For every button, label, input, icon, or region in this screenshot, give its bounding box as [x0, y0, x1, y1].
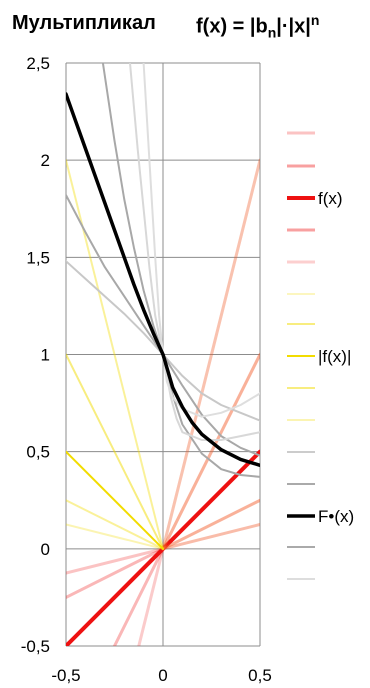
y-tick-label: 2 [41, 151, 50, 170]
series-line-13 [66, 523, 164, 550]
legend-label: f(x) [318, 189, 343, 208]
y-tick-label: -0,5 [21, 637, 50, 656]
formula-part-1: f(x) = |b [196, 15, 268, 38]
formula-subscript: n [267, 24, 277, 41]
data-series [66, 63, 260, 646]
formula-superscript: n [310, 12, 320, 28]
series-line-10 [66, 353, 164, 550]
x-tick-label: 0 [158, 666, 167, 685]
x-tick-label: 0,5 [248, 666, 272, 685]
series-|f(x)| [66, 450, 164, 550]
series-line-5 [161, 498, 260, 551]
series-line-8 [161, 158, 260, 551]
series-line-18 [142, 63, 260, 418]
y-tick-label: 1 [41, 346, 50, 365]
y-tick-labels: -0,5 0 0,5 1 1,5 2 2,5 [21, 54, 50, 656]
chart-title: Мультипликал f(x) = |bn|·|x|n [0, 12, 370, 50]
series-F•(x) [66, 92, 260, 468]
series-line-16 [101, 63, 260, 478]
y-tick-label: 0 [41, 540, 50, 559]
y-tick-label: 0,5 [26, 443, 50, 462]
x-tick-label: -0,5 [51, 666, 80, 685]
legend-label: |f(x)| [318, 347, 351, 366]
chart-title-name: Мультипликал [12, 12, 156, 34]
legend: f(x) |f(x)| F•(x) [287, 131, 354, 580]
legend-label: F•(x) [318, 507, 354, 526]
y-tick-label: 1,5 [26, 248, 50, 267]
series-line-12 [66, 499, 164, 550]
chart-title-formula: f(x) = |bn|·|x|n [196, 12, 319, 41]
series-line-7 [161, 353, 260, 551]
x-tick-labels: -0,5 0 0,5 [51, 666, 271, 685]
formula-part-2: |·|x| [276, 15, 311, 38]
series-line-6 [161, 523, 260, 551]
y-tick-label: 2,5 [26, 54, 50, 73]
series-line-17 [129, 63, 260, 441]
